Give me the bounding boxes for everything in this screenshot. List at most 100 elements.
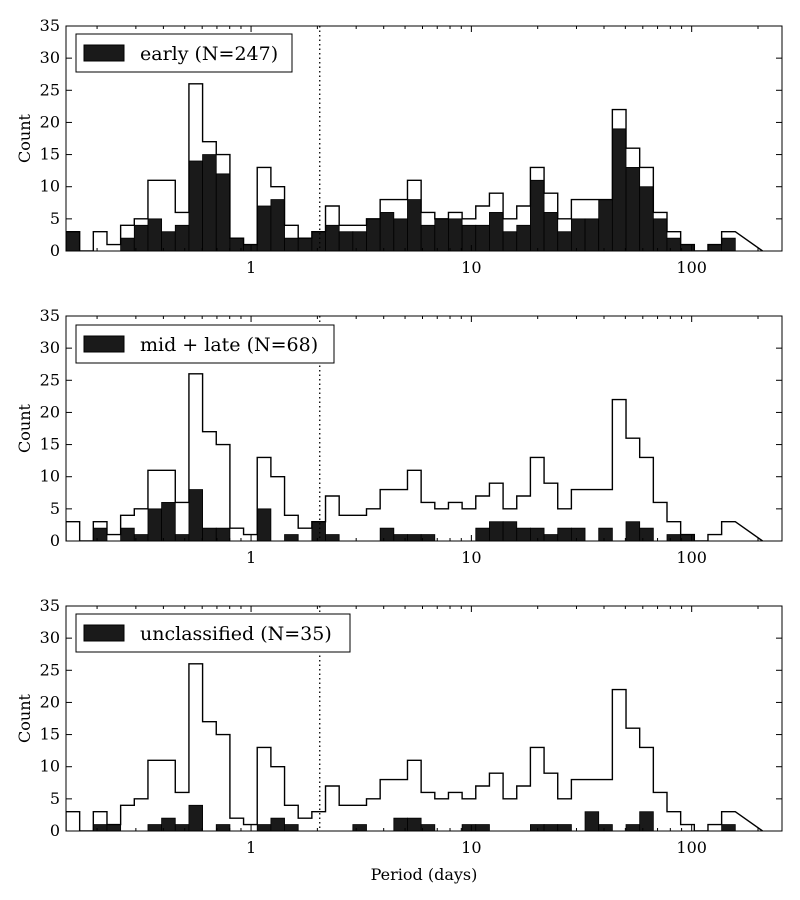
x-tick-label: 100 <box>676 548 707 567</box>
y-tick-label: 10 <box>40 467 60 486</box>
plot-area <box>66 316 764 541</box>
filled-bar <box>489 212 504 251</box>
filled-bar <box>611 128 627 251</box>
filled-bar <box>489 521 504 541</box>
filled-bar <box>434 218 449 251</box>
legend-label: unclassified (N=35) <box>140 623 332 645</box>
filled-bar <box>557 527 572 541</box>
filled-bar <box>721 824 736 831</box>
panel-1: 0 5 10 15 20 25 30 35 1 10 100 Count early (N=247) <box>15 16 783 277</box>
y-tick-label: 20 <box>40 402 60 421</box>
filled-bar <box>420 824 436 831</box>
filled-bar <box>325 224 340 251</box>
filled-bar <box>639 527 654 541</box>
filled-bar <box>393 218 408 251</box>
total-outline-step <box>66 663 764 831</box>
x-tick-label: 100 <box>676 838 707 857</box>
filled-bar <box>229 237 244 251</box>
filled-bar <box>625 167 641 251</box>
y-tick-label: 5 <box>50 499 60 518</box>
filled-bar <box>215 527 231 541</box>
filled-bar <box>325 534 340 541</box>
filled-bar <box>338 231 354 251</box>
y-tick-label: 10 <box>40 177 60 196</box>
filled-bar <box>502 231 518 251</box>
legend-swatch <box>83 624 125 642</box>
filled-bar <box>202 154 217 251</box>
y-tick-label: 15 <box>40 145 60 164</box>
filled-bar <box>584 811 600 831</box>
filled-bar <box>311 231 326 251</box>
filled-bar <box>120 527 135 541</box>
filled-bar <box>243 244 258 251</box>
y-tick-label: 30 <box>40 48 60 67</box>
filled-bar <box>639 186 654 251</box>
filled-bar <box>407 534 422 541</box>
filled-bar <box>407 199 422 251</box>
filled-bar <box>598 199 613 251</box>
total-outline-step <box>66 373 764 541</box>
filled-bar <box>161 502 176 541</box>
x-tick-label: 1 <box>246 258 256 277</box>
filled-bar <box>557 231 572 251</box>
total-outline-step <box>66 83 764 251</box>
x-tick-label: 10 <box>461 258 481 277</box>
y-tick-label: 25 <box>40 80 60 99</box>
y-axis-label: Count <box>15 113 34 162</box>
filled-bar <box>639 811 654 831</box>
filled-bar <box>543 534 559 541</box>
axes-frame <box>65 315 783 542</box>
filled-bar <box>256 205 272 251</box>
filled-bar <box>284 534 299 541</box>
filled-bar <box>311 521 326 541</box>
y-axis-label: Count <box>15 403 34 452</box>
filled-bar <box>174 224 190 251</box>
y-tick-label: 0 <box>50 821 60 840</box>
filled-bar <box>66 231 81 251</box>
legend-label: early (N=247) <box>140 43 278 65</box>
filled-bar <box>475 824 490 831</box>
y-tick-label: 0 <box>50 241 60 260</box>
y-tick-label: 30 <box>40 628 60 647</box>
filled-bar <box>448 218 463 251</box>
y-tick-label: 30 <box>40 338 60 357</box>
filled-bar <box>352 231 367 251</box>
axes-frame <box>65 25 783 252</box>
filled-bar <box>284 824 299 831</box>
filled-bar <box>543 212 559 251</box>
filled-bar <box>584 218 600 251</box>
y-tick-label: 20 <box>40 692 60 711</box>
legend: unclassified (N=35) <box>75 613 351 653</box>
filled-bar <box>106 824 122 831</box>
x-tick-label: 100 <box>676 258 707 277</box>
legend-label: mid + late (N=68) <box>140 334 318 356</box>
x-tick-label: 10 <box>461 838 481 857</box>
filled-bar <box>625 521 641 541</box>
filled-bar <box>270 817 285 831</box>
filled-bar <box>598 824 613 831</box>
filled-bar <box>256 824 272 831</box>
filled-bar <box>680 534 695 541</box>
filled-bar <box>202 527 217 541</box>
y-axis-label: Count <box>15 693 34 742</box>
filled-bar <box>188 489 203 541</box>
filled-bar <box>174 824 190 831</box>
filled-bar <box>92 527 108 541</box>
filled-bar <box>721 237 736 251</box>
panel-2: 0 5 10 15 20 25 30 35 1 10 100 Count mid + late (N=6… <box>15 306 783 567</box>
legend-swatch <box>83 335 125 353</box>
filled-bar <box>379 527 395 541</box>
filled-bar <box>215 173 231 251</box>
legend-swatch <box>83 44 125 62</box>
y-tick-label: 25 <box>40 660 60 679</box>
filled-bar <box>366 218 381 251</box>
filled-bar <box>461 224 477 251</box>
filled-bar <box>516 527 531 541</box>
filled-bar <box>570 527 586 541</box>
y-tick-label: 35 <box>40 596 60 615</box>
filled-bar <box>297 237 313 251</box>
filled-bar <box>256 508 272 541</box>
filled-bar <box>666 237 682 251</box>
x-tick-label: 10 <box>461 548 481 567</box>
